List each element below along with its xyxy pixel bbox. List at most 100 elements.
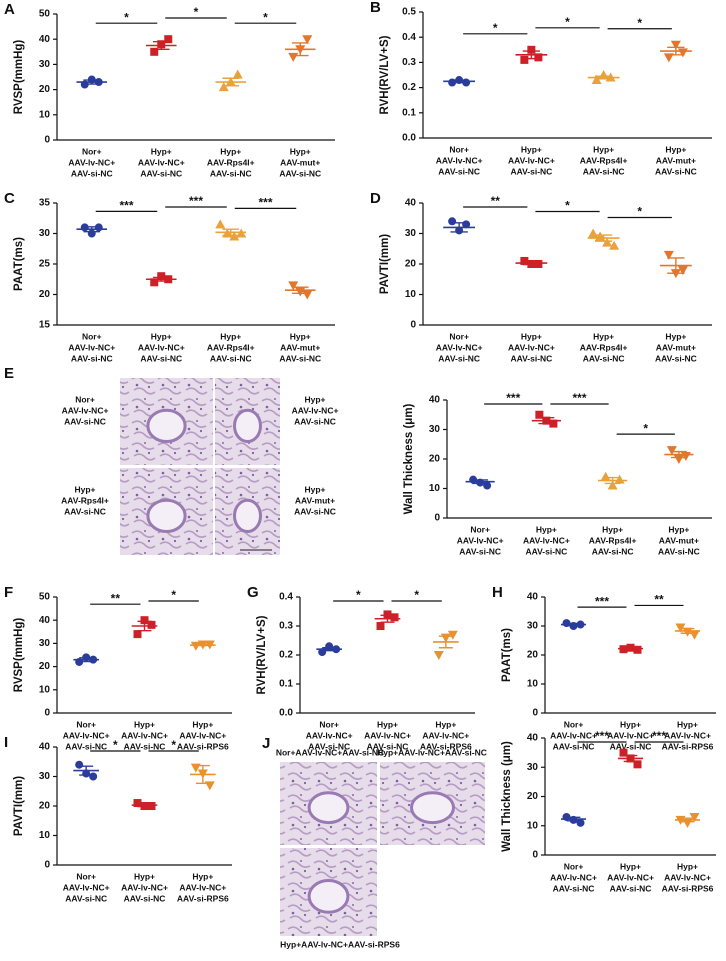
y-tick-label: 10 (405, 289, 417, 300)
data-point (157, 272, 166, 281)
x-tick-label: Hyp+ (435, 719, 456, 729)
x-tick-label: AAV-lv-NC+ (121, 882, 168, 892)
data-point (229, 231, 240, 241)
y-tick-label: 0 (532, 850, 538, 861)
x-tick-label: Nor+ (449, 331, 469, 341)
x-tick-label: AAV-lv-NC+ (422, 730, 469, 740)
data-point (619, 748, 628, 757)
error-bar (195, 764, 210, 784)
y-axis-label: Wall Thickness (μm) (403, 403, 415, 514)
y-tick-label: 20 (39, 289, 51, 300)
x-tick-label: Hyp+ (677, 861, 698, 871)
image-label: Hyp+ (304, 394, 325, 404)
x-tick-label: AAV-lv-NC+ (550, 872, 597, 882)
x-tick-label: Hyp+ (665, 331, 686, 341)
error-bar (604, 476, 621, 485)
x-tick-label: AAV-lv-NC+ (607, 730, 654, 740)
data-point (520, 55, 529, 64)
y-axis-label: RVSP(mmHg) (13, 40, 25, 115)
y-tick-label: 0 (434, 513, 440, 524)
data-point (147, 620, 156, 629)
x-tick-label: AAV-si-RPS6 (420, 741, 472, 751)
image-label: AAV-si-NC (294, 416, 336, 426)
x-tick-label: AAV-lv-NC+ (63, 730, 110, 740)
y-tick-label: 0.4 (402, 32, 416, 43)
x-tick-label: Hyp+ (151, 146, 172, 156)
significance-label: * (493, 21, 498, 35)
x-tick-label: AAV-lv-NC+ (607, 872, 654, 882)
data-point (483, 481, 492, 490)
x-tick-label: AAV-si-NC (583, 166, 625, 176)
image-label: AAV-si-NC (294, 506, 336, 516)
x-tick-label: Hyp+ (220, 146, 241, 156)
data-point (150, 47, 159, 56)
error-bar (472, 479, 489, 485)
y-tick-label: 30 (39, 228, 51, 239)
x-tick-label: AAV-si-NC (279, 168, 321, 178)
y-tick-label: 10 (429, 483, 441, 494)
error-bar (623, 754, 638, 763)
x-tick-label: AAV-lv-NC+ (138, 342, 185, 352)
x-tick-label: Hyp+ (151, 331, 172, 341)
x-tick-label: Hyp+ (377, 719, 398, 729)
data-point (527, 45, 536, 54)
x-tick-label: AAV-lv-NC+ (63, 882, 110, 892)
significance-label: * (171, 738, 176, 752)
data-point (433, 651, 444, 660)
x-tick-label: AAV-si-NC (71, 168, 113, 178)
x-tick-label: AAV-si-NC (510, 353, 552, 363)
x-tick-label: Hyp+ (290, 331, 311, 341)
x-tick-label: Hyp+ (134, 871, 155, 881)
data-point (663, 53, 674, 63)
x-tick-label: Nor+ (319, 719, 339, 729)
significance-label: * (643, 421, 648, 435)
data-point (232, 69, 243, 79)
x-tick-label: AAV-lv-NC+ (68, 342, 115, 352)
vessel (233, 408, 262, 444)
x-tick-label: Hyp+ (665, 144, 686, 154)
y-tick-label: 10 (527, 679, 539, 690)
x-tick-label: Nor+ (76, 719, 96, 729)
y-axis-label: RVSP(mmHg) (13, 618, 25, 693)
error-bar (79, 657, 94, 663)
significance-label: * (356, 588, 361, 602)
y-tick-label: 40 (405, 198, 417, 209)
data-point (602, 237, 613, 247)
x-tick-label: AAV-mut+ (656, 155, 696, 165)
data-point (689, 812, 700, 822)
error-bar (667, 257, 685, 274)
y-tick-label: 30 (527, 621, 539, 632)
y-tick-label: 20 (39, 84, 51, 95)
significance-label: *** (572, 391, 586, 405)
significance-label: * (637, 205, 642, 219)
vessel (307, 879, 350, 914)
y-tick-label: 30 (39, 771, 51, 782)
panel-letter: G (247, 584, 259, 601)
y-tick-label: 10 (39, 109, 51, 120)
y-tick-label: 0.0 (402, 133, 416, 144)
panel-letter: J (262, 735, 270, 752)
x-tick-label: Hyp+ (521, 331, 542, 341)
data-point (677, 48, 688, 58)
y-tick-label: 30 (405, 228, 417, 239)
x-tick-label: AAV-Rps4l+ (580, 342, 628, 352)
data-point (164, 35, 173, 44)
significance-label: * (113, 738, 118, 752)
y-tick-label: 0 (410, 320, 416, 331)
error-bar (522, 260, 541, 266)
significance-label: *** (258, 196, 272, 210)
x-tick-label: Hyp+ (620, 719, 641, 729)
significance-label: * (194, 5, 199, 19)
y-tick-label: 50 (39, 9, 51, 20)
significance-label: *** (652, 729, 666, 743)
x-tick-label: AAV-si-NC (210, 353, 252, 363)
significance-label: ** (654, 593, 664, 607)
y-tick-label: 15 (39, 320, 51, 331)
error-bar (680, 627, 695, 634)
data-point (534, 53, 543, 62)
y-tick-label: 35 (39, 198, 51, 209)
image-label: Nor+ (75, 394, 95, 404)
significance-label: * (565, 199, 570, 213)
data-point (150, 278, 159, 287)
